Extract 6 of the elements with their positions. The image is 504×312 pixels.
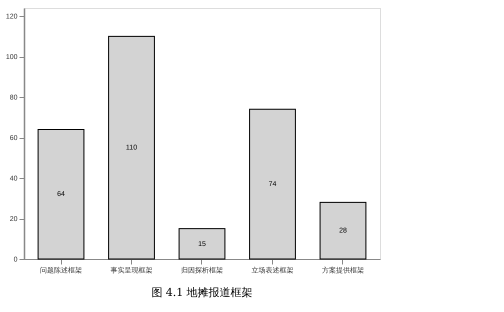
bar bbox=[249, 108, 296, 260]
bar bbox=[38, 128, 84, 260]
bar bbox=[108, 36, 155, 260]
text: 图 4.1 地摊报道框架 bbox=[151, 286, 253, 299]
bar bbox=[320, 202, 366, 260]
bar bbox=[178, 228, 226, 260]
